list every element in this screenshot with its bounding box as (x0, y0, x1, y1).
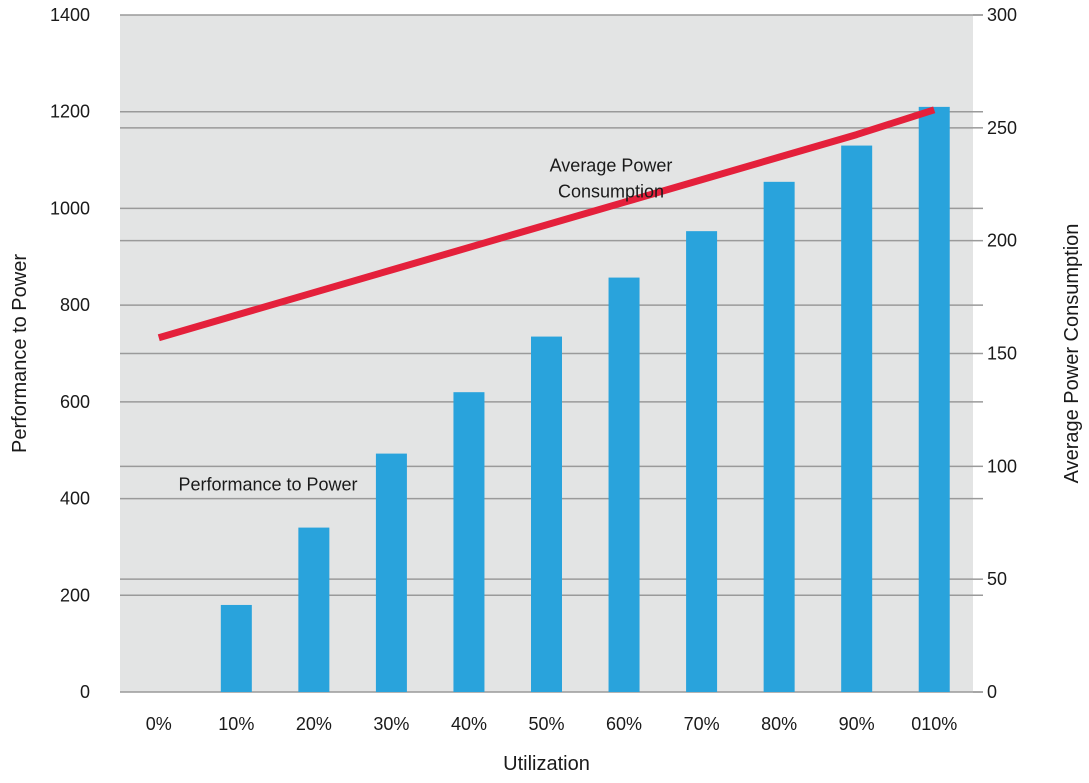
left-axis-ticks: 0 200 400 600 800 1000 1200 1400 (50, 5, 90, 702)
left-tick-label: 0 (80, 682, 90, 702)
line-series-annotation-line1: Average Power (550, 156, 673, 176)
right-tick-label: 200 (987, 231, 1017, 251)
bar (918, 106, 950, 693)
x-tick-label: 010% (911, 714, 957, 734)
left-tick-label: 200 (60, 585, 90, 605)
power-consumption-line (157, 106, 936, 342)
x-tick-label: 90% (839, 714, 875, 734)
right-tick-label: 150 (987, 344, 1017, 364)
right-tick-label: 0 (987, 682, 997, 702)
bar (686, 231, 718, 692)
left-tick-label: 1200 (50, 102, 90, 122)
x-tick-label: 60% (606, 714, 642, 734)
line-series (157, 106, 936, 342)
bar (453, 392, 485, 692)
x-tick-label: 10% (218, 714, 254, 734)
right-tick-label: 100 (987, 456, 1017, 476)
bar (763, 181, 795, 692)
bar (531, 336, 562, 692)
x-axis-title: Utilization (503, 753, 590, 775)
left-tick-label: 600 (60, 392, 90, 412)
y2-axis-title: Average Power Consumption (1061, 224, 1083, 484)
x-tick-label: 40% (451, 714, 487, 734)
x-tick-label: 30% (373, 714, 409, 734)
bar (608, 277, 640, 692)
right-axis-ticks: 0 50 100 150 200 250 300 (987, 5, 1017, 702)
left-tick-label: 400 (60, 489, 90, 509)
left-tick-label: 800 (60, 295, 90, 315)
x-axis-ticks: 0% 10% 20% 30% 40% 50% 60% 70% 80% 90% 010% (146, 714, 957, 734)
right-tick-label: 250 (987, 118, 1017, 138)
left-tick-label: 1000 (50, 198, 90, 218)
bar (375, 453, 407, 692)
x-tick-label: 80% (761, 714, 797, 734)
bar (298, 527, 330, 692)
x-tick-label: 20% (296, 714, 332, 734)
right-tick-label: 300 (987, 5, 1017, 25)
bar (841, 145, 873, 693)
y-axis-title: Performance to Power (9, 254, 31, 453)
right-tick-label: 50 (987, 569, 1007, 589)
x-tick-label: 0% (146, 714, 172, 734)
bar (220, 604, 252, 692)
x-tick-label: 50% (528, 714, 564, 734)
bar-series-annotation: Performance to Power (178, 474, 357, 494)
bar-series (220, 106, 950, 693)
left-tick-label: 1400 (50, 5, 90, 25)
line-series-annotation-line2: Consumption (558, 182, 664, 202)
x-tick-label: 70% (684, 714, 720, 734)
